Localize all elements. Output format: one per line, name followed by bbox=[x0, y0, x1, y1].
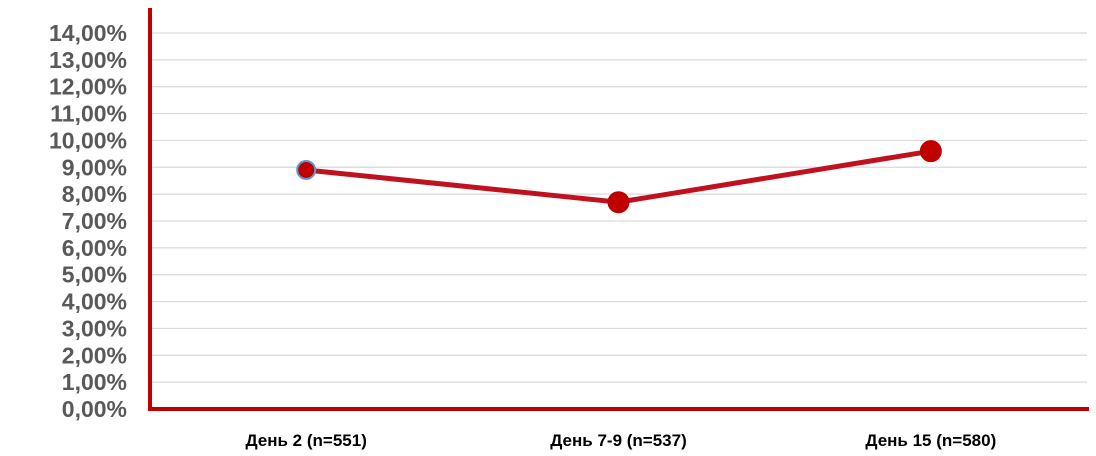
y-tick-label: 3,00% bbox=[62, 315, 127, 341]
y-tick-label: 13,00% bbox=[49, 47, 127, 73]
y-tick-label: 4,00% bbox=[62, 289, 127, 315]
y-tick-label: 12,00% bbox=[49, 74, 127, 100]
data-point-marker bbox=[296, 159, 317, 180]
x-tick-label: День 2 (n=551) bbox=[245, 431, 366, 450]
data-point-marker bbox=[607, 191, 630, 214]
y-tick-label: 14,00% bbox=[49, 20, 127, 46]
x-tick-label: День 7-9 (n=537) bbox=[550, 431, 687, 450]
y-tick-label: 2,00% bbox=[62, 342, 127, 368]
y-tick-label: 6,00% bbox=[62, 235, 127, 261]
y-tick-label: 11,00% bbox=[50, 101, 127, 127]
series-layer bbox=[296, 140, 942, 214]
data-point-marker bbox=[919, 140, 942, 163]
y-tick-label: 9,00% bbox=[62, 154, 127, 180]
x-axis-tick-labels: День 2 (n=551) День 7-9 (n=537) День 15 (n… bbox=[245, 431, 996, 450]
y-axis-tick-labels: 0,00%1,00%2,00%3,00%4,00%5,00%6,00%7,00%… bbox=[49, 20, 127, 422]
gridlines bbox=[150, 32, 1087, 383]
y-tick-label: 1,00% bbox=[62, 369, 127, 395]
y-tick-label: 5,00% bbox=[62, 262, 127, 288]
y-tick-label: 7,00% bbox=[62, 208, 127, 234]
y-tick-label: 10,00% bbox=[49, 127, 127, 153]
x-tick-label: День 15 (n=580) bbox=[865, 431, 996, 450]
y-tick-label: 0,00% bbox=[62, 396, 127, 422]
y-tick-label: 8,00% bbox=[62, 181, 127, 207]
